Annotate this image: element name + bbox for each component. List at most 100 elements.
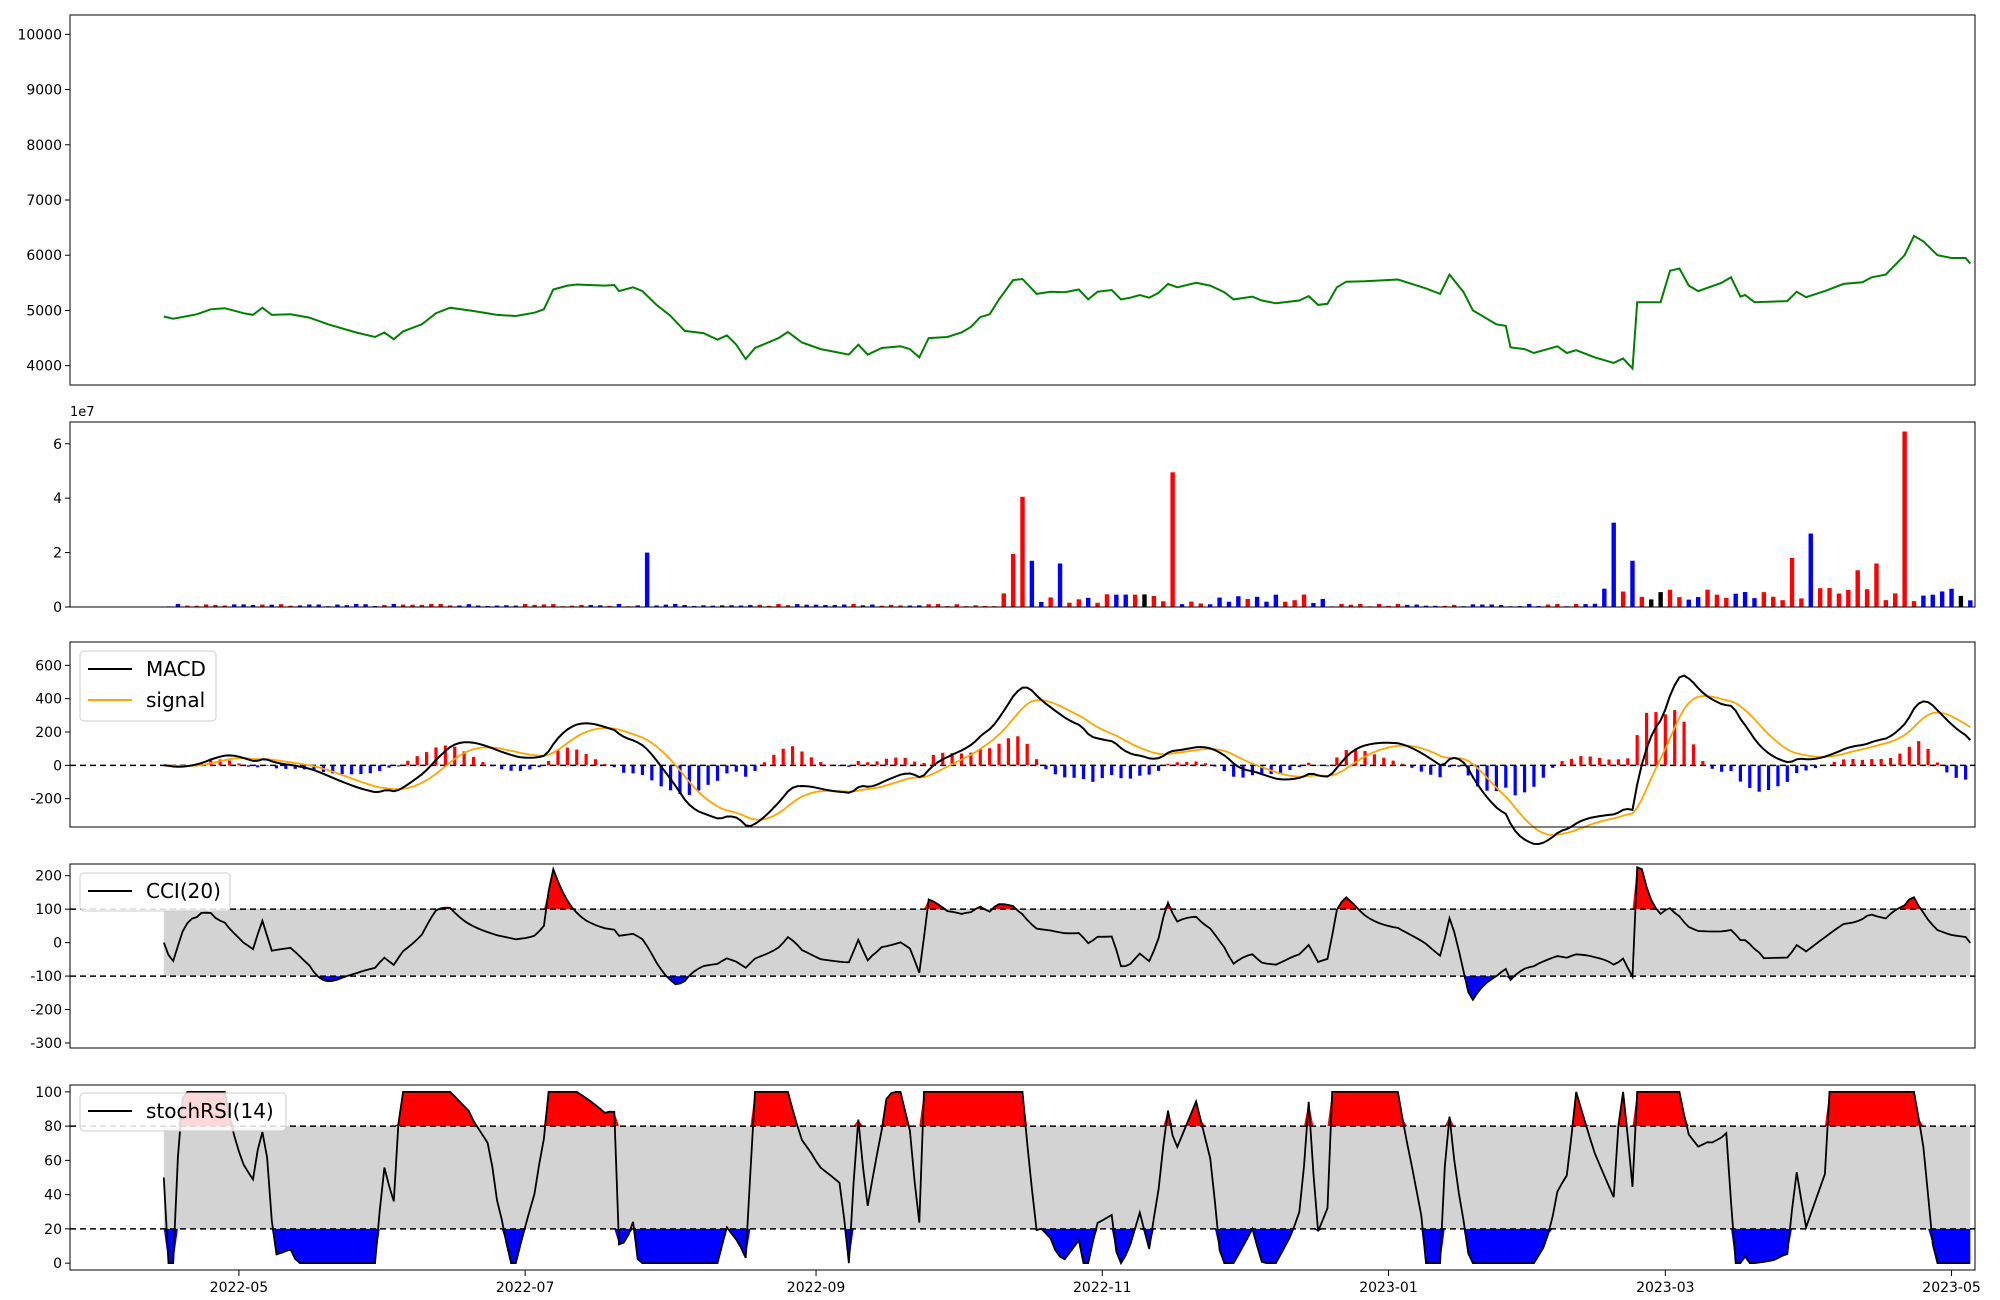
macd-histogram-bar bbox=[1147, 765, 1151, 775]
volume-bar bbox=[804, 604, 809, 607]
macd-histogram-bar bbox=[1607, 759, 1611, 766]
volume-bar bbox=[579, 604, 584, 607]
macd-histogram-bar bbox=[227, 760, 232, 766]
macd-histogram-bar bbox=[931, 754, 935, 766]
volume-bar bbox=[175, 603, 181, 607]
macd-histogram-bar bbox=[546, 760, 551, 766]
volume-bar bbox=[522, 603, 528, 607]
y-tick-label: 600 bbox=[35, 658, 62, 674]
volume-bar bbox=[541, 604, 547, 607]
y-tick-label: 2 bbox=[53, 546, 62, 562]
volume-bar bbox=[532, 604, 537, 607]
volume-bar bbox=[1724, 597, 1729, 607]
macd-histogram-bar bbox=[1504, 765, 1508, 788]
macd-histogram-bar bbox=[406, 760, 410, 766]
volume-bar bbox=[1611, 522, 1616, 607]
volume-bar bbox=[1348, 604, 1354, 607]
volume-bar bbox=[241, 604, 246, 607]
macd-histogram-bar bbox=[1025, 743, 1029, 766]
volume-bar bbox=[682, 605, 687, 607]
volume-bar bbox=[1911, 601, 1917, 607]
volume-y-ticks: 0 2 4 6 bbox=[53, 437, 70, 616]
volume-bar bbox=[232, 604, 237, 607]
volume-bar bbox=[860, 605, 866, 607]
volume-bar bbox=[1489, 604, 1494, 607]
volume-bar bbox=[1930, 594, 1935, 607]
macd-histogram-bar bbox=[246, 765, 250, 767]
macd-histogram-bar bbox=[584, 754, 588, 766]
legend-macd-label: MACD bbox=[146, 657, 206, 681]
legend-signal-label: signal bbox=[146, 688, 205, 712]
macd-histogram-bar bbox=[922, 763, 926, 766]
volume-scale-label: 1e7 bbox=[70, 405, 95, 420]
volume-bar bbox=[729, 605, 734, 607]
volume-bar bbox=[513, 605, 518, 607]
volume-bar bbox=[1808, 533, 1813, 607]
y-tick-label: 100 bbox=[35, 1085, 62, 1101]
macd-histogram-bar bbox=[1278, 765, 1283, 773]
volume-bar bbox=[1799, 598, 1804, 607]
macd-histogram-bar bbox=[1034, 759, 1039, 766]
macd-histogram-bar bbox=[650, 765, 654, 781]
macd-axes-frame bbox=[69, 641, 1976, 828]
volume-bar bbox=[1123, 594, 1128, 607]
macd-histogram-bar bbox=[1241, 765, 1245, 778]
macd-histogram-bar bbox=[349, 765, 354, 775]
volume-bar bbox=[1752, 598, 1757, 607]
macd-histogram-bar bbox=[462, 751, 466, 766]
macd-histogram-bar bbox=[1391, 760, 1395, 766]
cci-axes-frame bbox=[69, 863, 1976, 1049]
macd-histogram-bar bbox=[556, 750, 560, 766]
macd-histogram-bar bbox=[1926, 748, 1930, 766]
indicator-line bbox=[162, 1091, 1971, 1266]
macd-histogram-bar bbox=[453, 746, 457, 766]
macd-histogram-bar bbox=[434, 747, 438, 766]
volume-bar bbox=[973, 605, 978, 607]
macd-histogram-bar bbox=[1166, 763, 1170, 766]
y-tick-label: 4 bbox=[53, 491, 62, 507]
macd-histogram-bar bbox=[1541, 765, 1545, 778]
volume-bar bbox=[504, 605, 509, 607]
y-tick-label: 80 bbox=[44, 1119, 62, 1135]
x-tick-label: 2022-09 bbox=[787, 1280, 846, 1296]
y-tick-label: 9000 bbox=[26, 83, 62, 99]
macd-histogram-bar bbox=[1935, 762, 1940, 766]
macd-histogram-bar bbox=[715, 765, 720, 781]
volume-bar bbox=[316, 604, 321, 607]
volume-bar bbox=[1358, 603, 1363, 607]
oversold-fill bbox=[163, 1228, 1971, 1264]
macd-histogram-bar bbox=[565, 747, 569, 766]
macd-histogram-bar bbox=[1757, 765, 1761, 792]
macd-histogram-bar bbox=[1729, 765, 1733, 772]
volume-bar bbox=[494, 605, 500, 607]
macd-histogram-bar bbox=[1738, 765, 1742, 782]
volume-bar bbox=[1142, 594, 1147, 607]
macd-histogram-bar bbox=[762, 762, 767, 766]
volume-bar bbox=[1545, 604, 1551, 607]
macd-histogram-bar bbox=[1354, 748, 1358, 766]
volume-bar bbox=[1742, 591, 1748, 607]
y-tick-label: 6 bbox=[53, 437, 62, 453]
macd-histogram-bar bbox=[1091, 765, 1095, 782]
macd-histogram-bar bbox=[1532, 765, 1536, 787]
volume-bar bbox=[1451, 604, 1457, 607]
volume-bar bbox=[776, 603, 781, 607]
macd-histogram-bar bbox=[875, 761, 879, 766]
volume-bar bbox=[213, 604, 218, 607]
macd-histogram-bar bbox=[1175, 762, 1179, 766]
volume-plot-area bbox=[166, 431, 1973, 607]
macd-histogram-bar bbox=[1372, 754, 1377, 766]
macd-histogram-bar bbox=[378, 765, 382, 771]
volume-bar bbox=[1733, 593, 1738, 607]
macd-histogram-bar bbox=[1917, 741, 1921, 766]
volume-bar bbox=[1630, 560, 1635, 607]
y-tick-label: 400 bbox=[35, 692, 62, 708]
macd-histogram-bar bbox=[1100, 765, 1104, 779]
volume-bar bbox=[1057, 563, 1063, 607]
volume-bar bbox=[485, 605, 490, 607]
macd-histogram-bar bbox=[1297, 765, 1301, 768]
y-tick-label: -200 bbox=[30, 1003, 62, 1019]
volume-bar bbox=[1602, 588, 1607, 607]
macd-histogram-bar bbox=[772, 754, 776, 766]
